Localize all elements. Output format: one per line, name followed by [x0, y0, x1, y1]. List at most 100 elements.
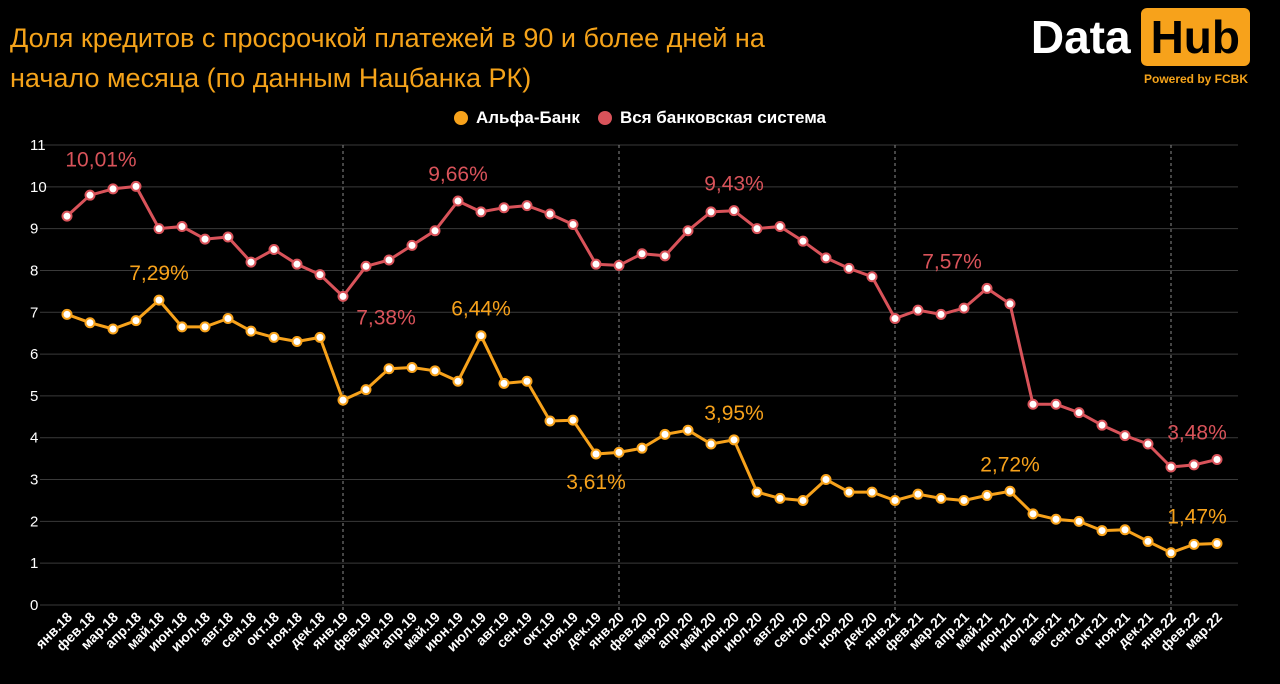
data-point-1: [199, 233, 211, 245]
data-label-0: 1,47%: [1167, 506, 1227, 529]
chart-legend: Альфа-Банк Вся банковская система: [0, 108, 1280, 128]
data-point-1: [314, 269, 326, 281]
data-point-1: [153, 223, 165, 235]
data-point-1: [61, 210, 73, 222]
data-point-0: [1142, 535, 1154, 547]
data-point-0: [314, 331, 326, 343]
data-point-0: [360, 384, 372, 396]
data-label-1: 3,48%: [1167, 421, 1227, 444]
data-point-1: [1050, 398, 1062, 410]
data-point-1: [360, 260, 372, 272]
data-point-0: [1073, 515, 1085, 527]
data-point-0: [1004, 485, 1016, 497]
data-point-0: [728, 434, 740, 446]
data-point-0: [107, 323, 119, 335]
data-label-0: 3,61%: [566, 471, 626, 494]
data-point-0: [130, 315, 142, 327]
data-point-0: [521, 375, 533, 387]
data-point-1: [1073, 407, 1085, 419]
data-point-0: [429, 365, 441, 377]
data-label-0: 7,29%: [129, 262, 189, 285]
data-labels: 7,29% 6,44% 3,61% 3,95% 2,72% 1,47% 10,01% 7,38…: [65, 148, 1226, 528]
data-point-1: [751, 223, 763, 235]
data-point-0: [291, 336, 303, 348]
data-point-0: [337, 394, 349, 406]
data-point-1: [774, 221, 786, 233]
data-point-0: [1050, 513, 1062, 525]
chart-grid: [40, 144, 1238, 606]
data-point-0: [935, 492, 947, 504]
y-tick-label-10: 10: [30, 179, 47, 196]
y-tick-label-9: 9: [30, 221, 38, 238]
y-axis: 0 1 2 3 4 5 6 7 8 9 10 11: [30, 137, 47, 614]
data-point-0: [84, 317, 96, 329]
data-point-0: [61, 308, 73, 320]
data-point-1: [889, 313, 901, 325]
data-point-0: [820, 474, 832, 486]
data-point-0: [1096, 525, 1108, 537]
y-tick-label-8: 8: [30, 262, 38, 279]
data-point-0: [498, 377, 510, 389]
legend-marker-system: [597, 111, 612, 125]
data-label-1: 9,43%: [704, 173, 764, 196]
data-point-1: [820, 252, 832, 264]
data-point-1: [866, 271, 878, 283]
data-label-0: 6,44%: [451, 298, 511, 321]
data-point-0: [1165, 547, 1177, 559]
series-points: [61, 180, 1223, 559]
year-separators: [342, 145, 1172, 615]
data-point-1: [429, 225, 441, 237]
data-point-1: [1027, 398, 1039, 410]
data-point-1: [843, 262, 855, 274]
data-point-1: [337, 290, 349, 302]
data-point-1: [935, 308, 947, 320]
data-point-0: [383, 363, 395, 375]
data-point-1: [383, 254, 395, 266]
data-label-1: 7,57%: [922, 250, 982, 273]
data-point-1: [958, 302, 970, 314]
data-point-1: [682, 225, 694, 237]
logo-word-data: Data: [1030, 11, 1131, 63]
data-point-0: [153, 294, 165, 306]
data-point-1: [1096, 419, 1108, 431]
data-point-1: [1119, 430, 1131, 442]
data-point-1: [521, 200, 533, 212]
data-point-0: [176, 321, 188, 333]
y-tick-label-1: 1: [30, 555, 38, 572]
y-tick-label-2: 2: [30, 513, 38, 530]
data-point-0: [613, 446, 625, 458]
y-tick-label-5: 5: [30, 388, 38, 405]
data-point-1: [452, 195, 464, 207]
data-point-0: [866, 486, 878, 498]
series-lines: [65, 184, 1218, 555]
data-point-1: [636, 248, 648, 260]
data-point-1: [544, 208, 556, 220]
data-point-1: [613, 259, 625, 271]
data-point-1: [728, 205, 740, 217]
legend-label-system: Вся банковская система: [619, 108, 827, 127]
datahub-logo: Data Hub Powered by FCBK: [1031, 8, 1250, 86]
data-point-0: [245, 325, 257, 337]
data-point-0: [222, 313, 234, 325]
data-point-1: [1142, 438, 1154, 450]
data-point-0: [659, 428, 671, 440]
data-point-0: [682, 424, 694, 436]
data-point-1: [176, 221, 188, 233]
data-point-0: [1119, 524, 1131, 536]
data-point-0: [636, 442, 648, 454]
data-point-0: [1027, 508, 1039, 520]
data-point-1: [590, 258, 602, 270]
data-point-1: [406, 239, 418, 251]
data-point-1: [245, 256, 257, 268]
data-point-0: [544, 415, 556, 427]
data-point-1: [659, 250, 671, 262]
data-label-0: 3,95%: [704, 402, 764, 425]
data-point-0: [912, 488, 924, 500]
data-point-0: [751, 486, 763, 498]
logo-word-hub: Hub: [1140, 8, 1250, 66]
data-point-1: [912, 304, 924, 316]
data-point-0: [843, 486, 855, 498]
data-label-0: 2,72%: [980, 453, 1040, 476]
data-point-0: [1211, 538, 1223, 550]
